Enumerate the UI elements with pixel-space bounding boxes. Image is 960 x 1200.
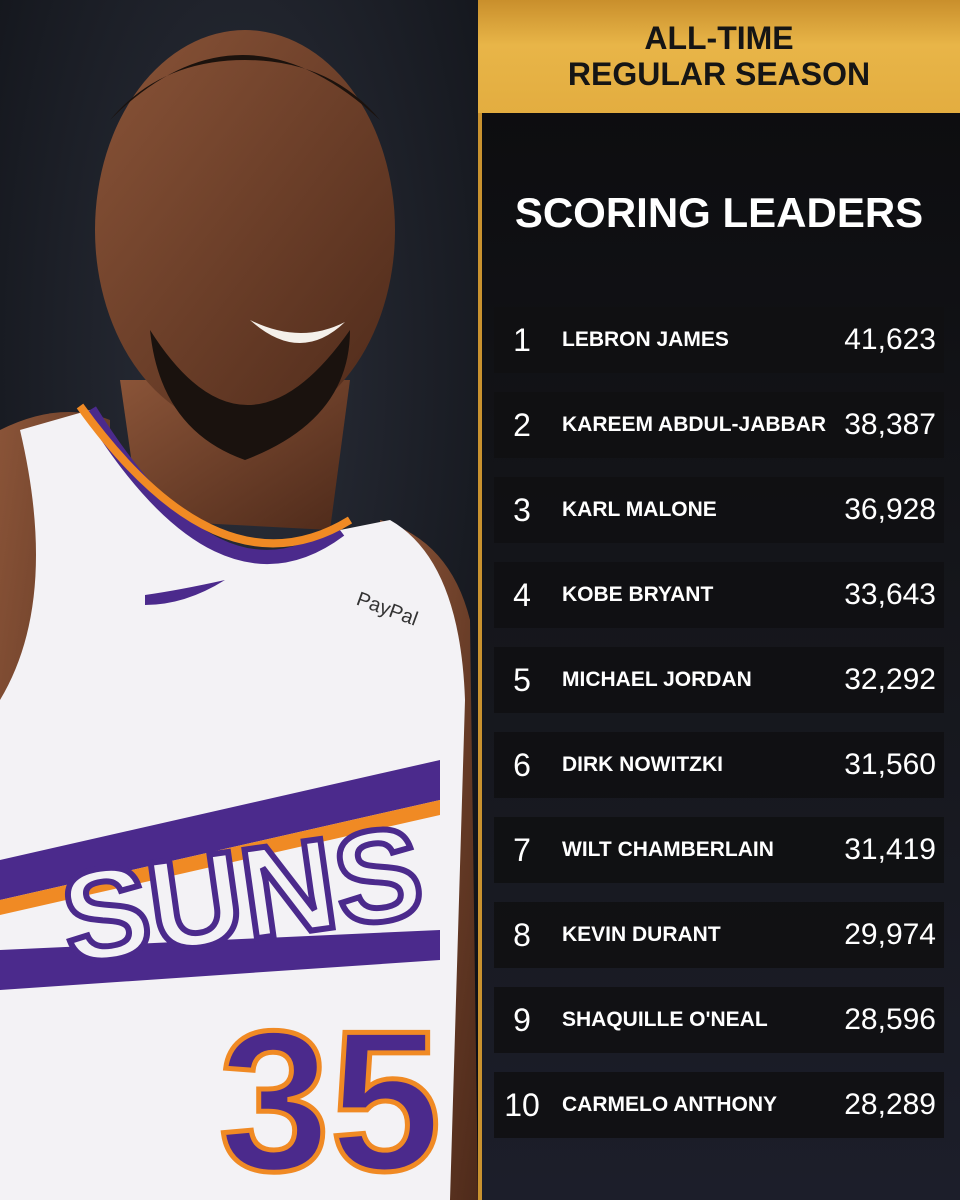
list-item: 7 WILT CHAMBERLAIN 31,419 bbox=[494, 817, 944, 883]
gold-divider bbox=[478, 0, 482, 1200]
list-item: 5 MICHAEL JORDAN 32,292 bbox=[494, 647, 944, 713]
list-item: 8 KEVIN DURANT 29,974 bbox=[494, 902, 944, 968]
header-line-2: REGULAR SEASON bbox=[567, 56, 871, 92]
player-name: KEVIN DURANT bbox=[562, 923, 721, 946]
list-item: 2 KAREEM ABDUL-JABBAR 38,387 bbox=[494, 392, 944, 458]
points: 28,289 bbox=[844, 1088, 936, 1121]
page-title: SCORING LEADERS bbox=[514, 189, 924, 236]
player-name: KARL MALONE bbox=[562, 498, 717, 521]
rank: 2 bbox=[513, 407, 531, 443]
points: 31,560 bbox=[844, 748, 936, 781]
rank: 9 bbox=[513, 1002, 531, 1038]
points: 41,623 bbox=[844, 323, 936, 356]
list-item: 10 CARMELO ANTHONY 28,289 bbox=[494, 1072, 944, 1138]
player-name: CARMELO ANTHONY bbox=[562, 1093, 778, 1116]
player-name: DIRK NOWITZKI bbox=[562, 753, 723, 776]
rank: 5 bbox=[513, 662, 531, 698]
player-name: LEBRON JAMES bbox=[562, 328, 729, 351]
points: 28,596 bbox=[844, 1003, 936, 1036]
player-name: MICHAEL JORDAN bbox=[562, 668, 752, 691]
player-name: SHAQUILLE O'NEAL bbox=[562, 1008, 768, 1031]
rank: 1 bbox=[513, 322, 531, 358]
player-photo: SUNS 35 PayPal bbox=[0, 0, 478, 1200]
points: 36,928 bbox=[844, 493, 936, 526]
list-item: 9 SHAQUILLE O'NEAL 28,596 bbox=[494, 987, 944, 1053]
player-name: KOBE BRYANT bbox=[562, 583, 714, 606]
header-banner: ALL-TIME REGULAR SEASON bbox=[478, 0, 960, 113]
list-item: 3 KARL MALONE 36,928 bbox=[494, 477, 944, 543]
rank: 7 bbox=[513, 832, 531, 868]
points: 33,643 bbox=[844, 578, 936, 611]
player-name: WILT CHAMBERLAIN bbox=[562, 838, 774, 861]
rank: 10 bbox=[504, 1087, 540, 1123]
header-line-1: ALL-TIME bbox=[644, 20, 794, 56]
points: 31,419 bbox=[844, 833, 936, 866]
points: 38,387 bbox=[844, 408, 936, 441]
jersey-number: 35 bbox=[219, 990, 441, 1200]
points: 29,974 bbox=[844, 918, 936, 951]
player-name: KAREEM ABDUL-JABBAR bbox=[562, 413, 827, 436]
rank: 3 bbox=[513, 492, 531, 528]
list-item: 4 KOBE BRYANT 33,643 bbox=[494, 562, 944, 628]
rank: 8 bbox=[513, 917, 531, 953]
rank: 4 bbox=[513, 577, 531, 613]
list-item: 6 DIRK NOWITZKI 31,560 bbox=[494, 732, 944, 798]
list-item: 1 LEBRON JAMES 41,623 bbox=[494, 307, 944, 373]
points: 32,292 bbox=[844, 663, 936, 696]
rank: 6 bbox=[513, 747, 531, 783]
